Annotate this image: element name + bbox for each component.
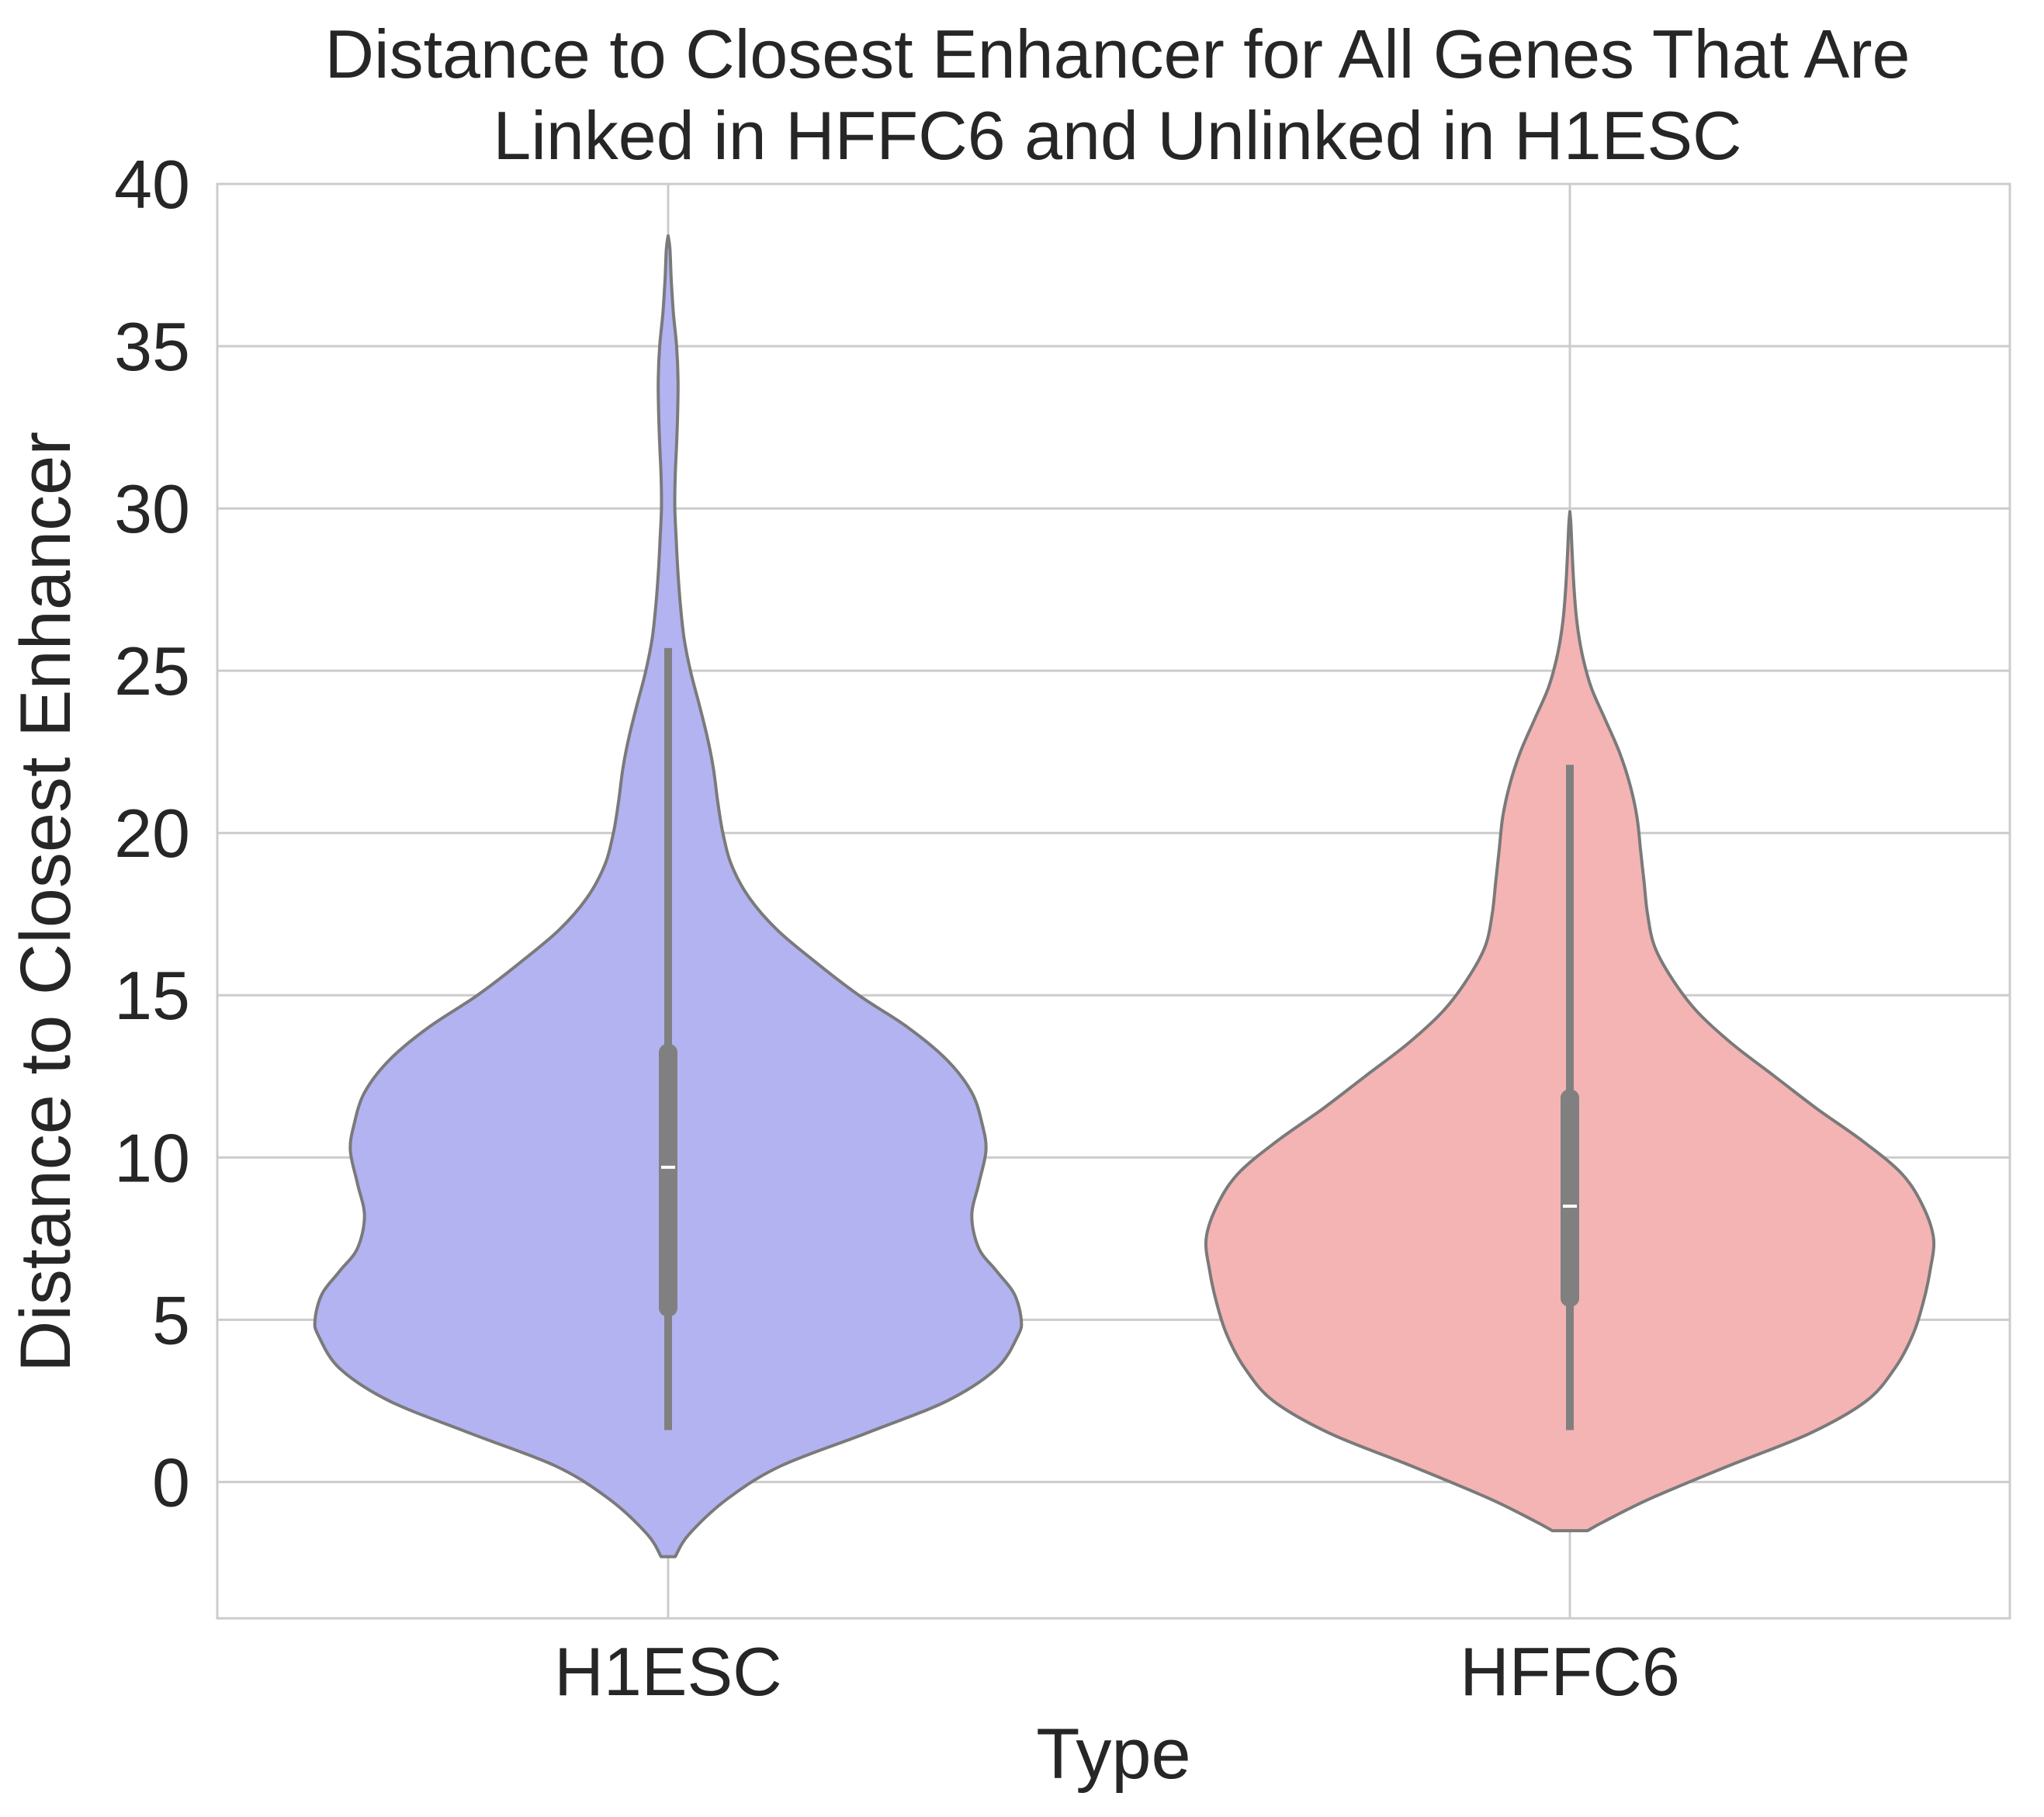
y-tick-label: 20	[114, 795, 190, 872]
y-axis-label: Distance to Closest Enhancer	[6, 432, 85, 1372]
y-tick-label: 5	[152, 1281, 190, 1358]
y-tick-label: 40	[114, 146, 190, 223]
plot-frame	[216, 182, 2011, 1620]
chart-title-line-1: Distance to Closest Enhancer for All Gen…	[325, 16, 1911, 92]
y-tick-label: 25	[114, 633, 190, 709]
iqr-box-hffc6	[1561, 1089, 1579, 1307]
x-axis-label: Type	[1036, 1715, 1190, 1794]
violins	[313, 234, 1936, 1559]
x-tick-label: H1ESC	[554, 1633, 781, 1710]
y-tick-label: 35	[114, 308, 190, 385]
iqr-box-h1esc	[659, 1043, 677, 1317]
y-tick-label: 0	[152, 1444, 190, 1521]
y-tick-label: 30	[114, 470, 190, 547]
y-tick-label: 10	[114, 1119, 190, 1196]
x-tick-labels: H1ESC HFFC6	[554, 1633, 1680, 1710]
y-tick-labels: 0 5 10 15 20 25 30 35 40	[114, 146, 190, 1521]
y-tick-label: 15	[114, 957, 190, 1034]
chart-title-line-2: Linked in HFFC6 and Unlinked in H1ESC	[493, 97, 1741, 174]
x-tick-label: HFFC6	[1460, 1633, 1680, 1710]
